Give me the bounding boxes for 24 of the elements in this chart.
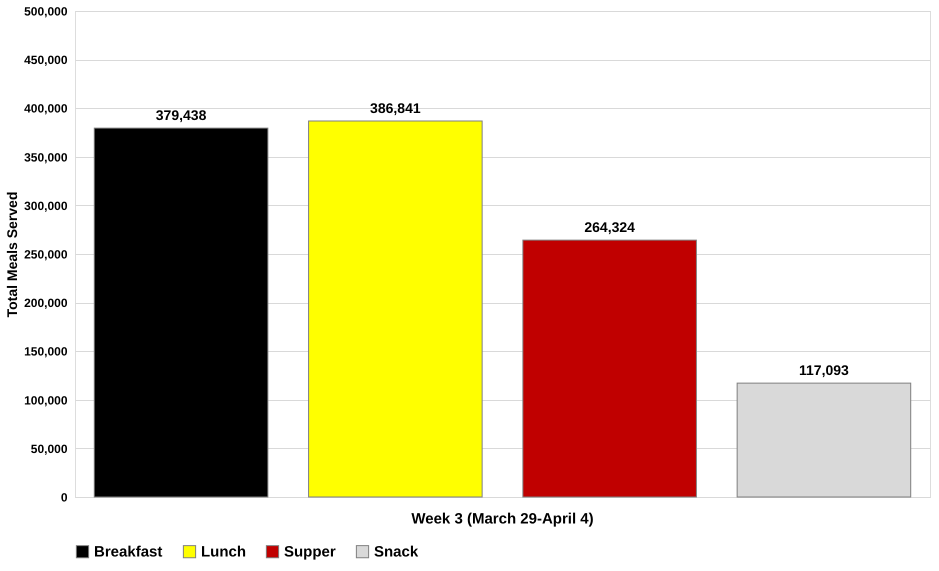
legend-label: Breakfast (94, 544, 162, 561)
y-tick-label: 0 (60, 490, 68, 504)
y-tick-label: 150,000 (24, 344, 68, 359)
legend-label: Lunch (201, 544, 246, 561)
bar (94, 128, 268, 498)
bar (308, 120, 483, 498)
data-label: 117,093 (799, 362, 850, 378)
y-tick-label: 500,000 (24, 4, 68, 18)
y-tick-label: 200,000 (24, 296, 68, 310)
y-tick-label: 400,000 (24, 102, 68, 116)
y-tick-label: 300,000 (24, 198, 68, 213)
legend-label: Snack (374, 544, 419, 561)
legend-label: Supper (284, 544, 336, 561)
y-tick-label: 250,000 (24, 248, 68, 262)
data-label: 386,841 (370, 100, 421, 116)
y-axis-title: Total Meals Served (4, 192, 20, 318)
y-tick-label: 450,000 (24, 53, 68, 68)
data-label: 264,324 (584, 219, 636, 236)
x-tick-label: Week 3 (March 29-April 4) (411, 510, 594, 528)
bar (522, 240, 697, 498)
y-tick-label: 100,000 (24, 393, 68, 408)
y-tick-label: 350,000 (24, 150, 68, 164)
y-tick-label: 50,000 (30, 442, 68, 456)
data-label: 379,438 (156, 107, 207, 124)
